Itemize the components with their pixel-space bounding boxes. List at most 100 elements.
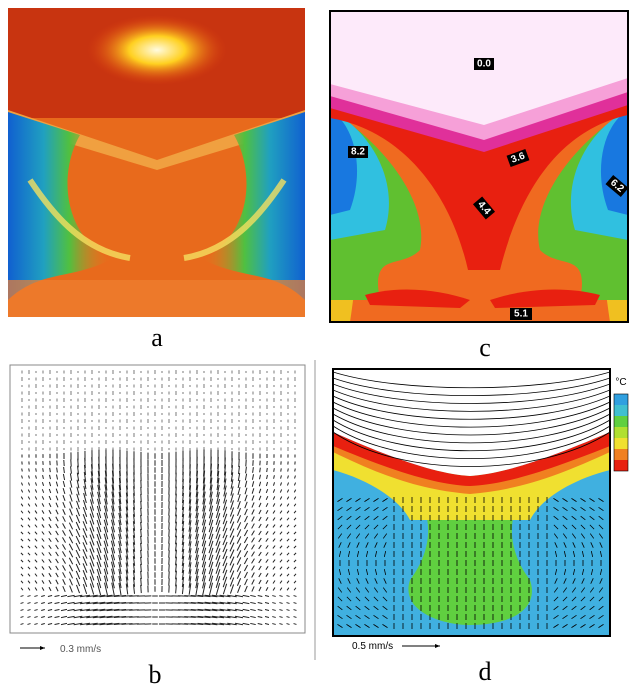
vector	[209, 498, 213, 512]
vector	[554, 568, 558, 576]
vector	[553, 587, 559, 593]
vector	[293, 602, 297, 604]
vector	[132, 570, 136, 580]
vector	[41, 517, 45, 521]
vector	[244, 585, 248, 593]
vector	[111, 484, 115, 498]
vector	[373, 533, 379, 539]
vector	[27, 552, 31, 556]
vector	[96, 554, 102, 568]
vector	[251, 551, 255, 557]
contour-line	[333, 389, 610, 412]
vector	[96, 568, 102, 582]
vector	[229, 521, 235, 531]
vector	[244, 508, 248, 516]
vector	[89, 534, 95, 546]
vector	[250, 622, 256, 626]
vector	[197, 622, 211, 626]
vector	[20, 566, 24, 570]
vector	[280, 468, 282, 472]
vector	[20, 623, 24, 625]
vector	[73, 594, 83, 598]
vector	[27, 609, 31, 611]
vector	[27, 545, 31, 549]
vector	[34, 482, 38, 486]
vector	[215, 520, 221, 532]
vector	[293, 489, 297, 493]
panel-label: d	[479, 657, 492, 686]
vector	[188, 492, 192, 504]
vector	[227, 594, 237, 598]
vector	[195, 519, 199, 533]
vector	[259, 467, 261, 473]
vector	[103, 533, 109, 547]
vector	[111, 575, 115, 589]
vector	[382, 506, 388, 512]
vector	[132, 542, 136, 552]
vector	[195, 575, 199, 589]
vector	[589, 515, 595, 521]
vector	[562, 533, 568, 539]
vector	[237, 486, 241, 496]
vector	[132, 556, 136, 566]
vector	[364, 624, 370, 628]
vector	[279, 531, 283, 535]
vector	[99, 608, 113, 612]
vector	[286, 545, 290, 549]
vector	[188, 513, 192, 525]
vector	[190, 601, 204, 605]
vector	[286, 482, 290, 486]
vector	[242, 594, 250, 598]
vector	[90, 485, 94, 497]
vector	[103, 561, 109, 575]
vector	[272, 524, 276, 528]
vector	[113, 623, 127, 625]
vector	[210, 463, 212, 477]
vector	[216, 477, 220, 491]
vector	[48, 537, 52, 543]
vector	[383, 542, 387, 548]
vector	[118, 582, 122, 596]
vector	[279, 602, 283, 604]
vector	[215, 576, 221, 588]
vector	[97, 491, 101, 505]
vector	[96, 526, 102, 540]
vector	[562, 614, 568, 620]
vector	[208, 519, 214, 533]
vector	[222, 583, 228, 595]
contour-line	[333, 413, 610, 444]
vector	[598, 506, 604, 512]
vector	[287, 475, 289, 479]
vector	[195, 484, 199, 498]
vector	[54, 622, 60, 626]
vector	[175, 584, 177, 594]
vector	[75, 528, 81, 538]
vector	[272, 482, 276, 486]
vector	[590, 568, 594, 576]
vector	[35, 468, 37, 472]
vector	[188, 569, 192, 581]
vector	[54, 608, 60, 612]
vector	[104, 498, 108, 512]
vector	[279, 503, 283, 507]
vector	[20, 573, 24, 577]
vector	[195, 512, 199, 526]
vector	[125, 499, 129, 511]
vector	[202, 470, 206, 484]
vector	[280, 475, 282, 479]
vector	[356, 578, 360, 584]
vector	[272, 489, 276, 493]
vector	[553, 614, 559, 620]
vector	[251, 579, 255, 585]
vector	[96, 547, 102, 561]
vector	[118, 512, 122, 526]
vector	[265, 517, 269, 521]
vector	[132, 507, 136, 517]
vector	[208, 575, 214, 589]
vector	[266, 467, 268, 473]
vector	[55, 558, 59, 564]
vector	[599, 568, 603, 576]
vector	[89, 506, 95, 518]
vector	[175, 514, 177, 524]
vector	[258, 572, 262, 578]
